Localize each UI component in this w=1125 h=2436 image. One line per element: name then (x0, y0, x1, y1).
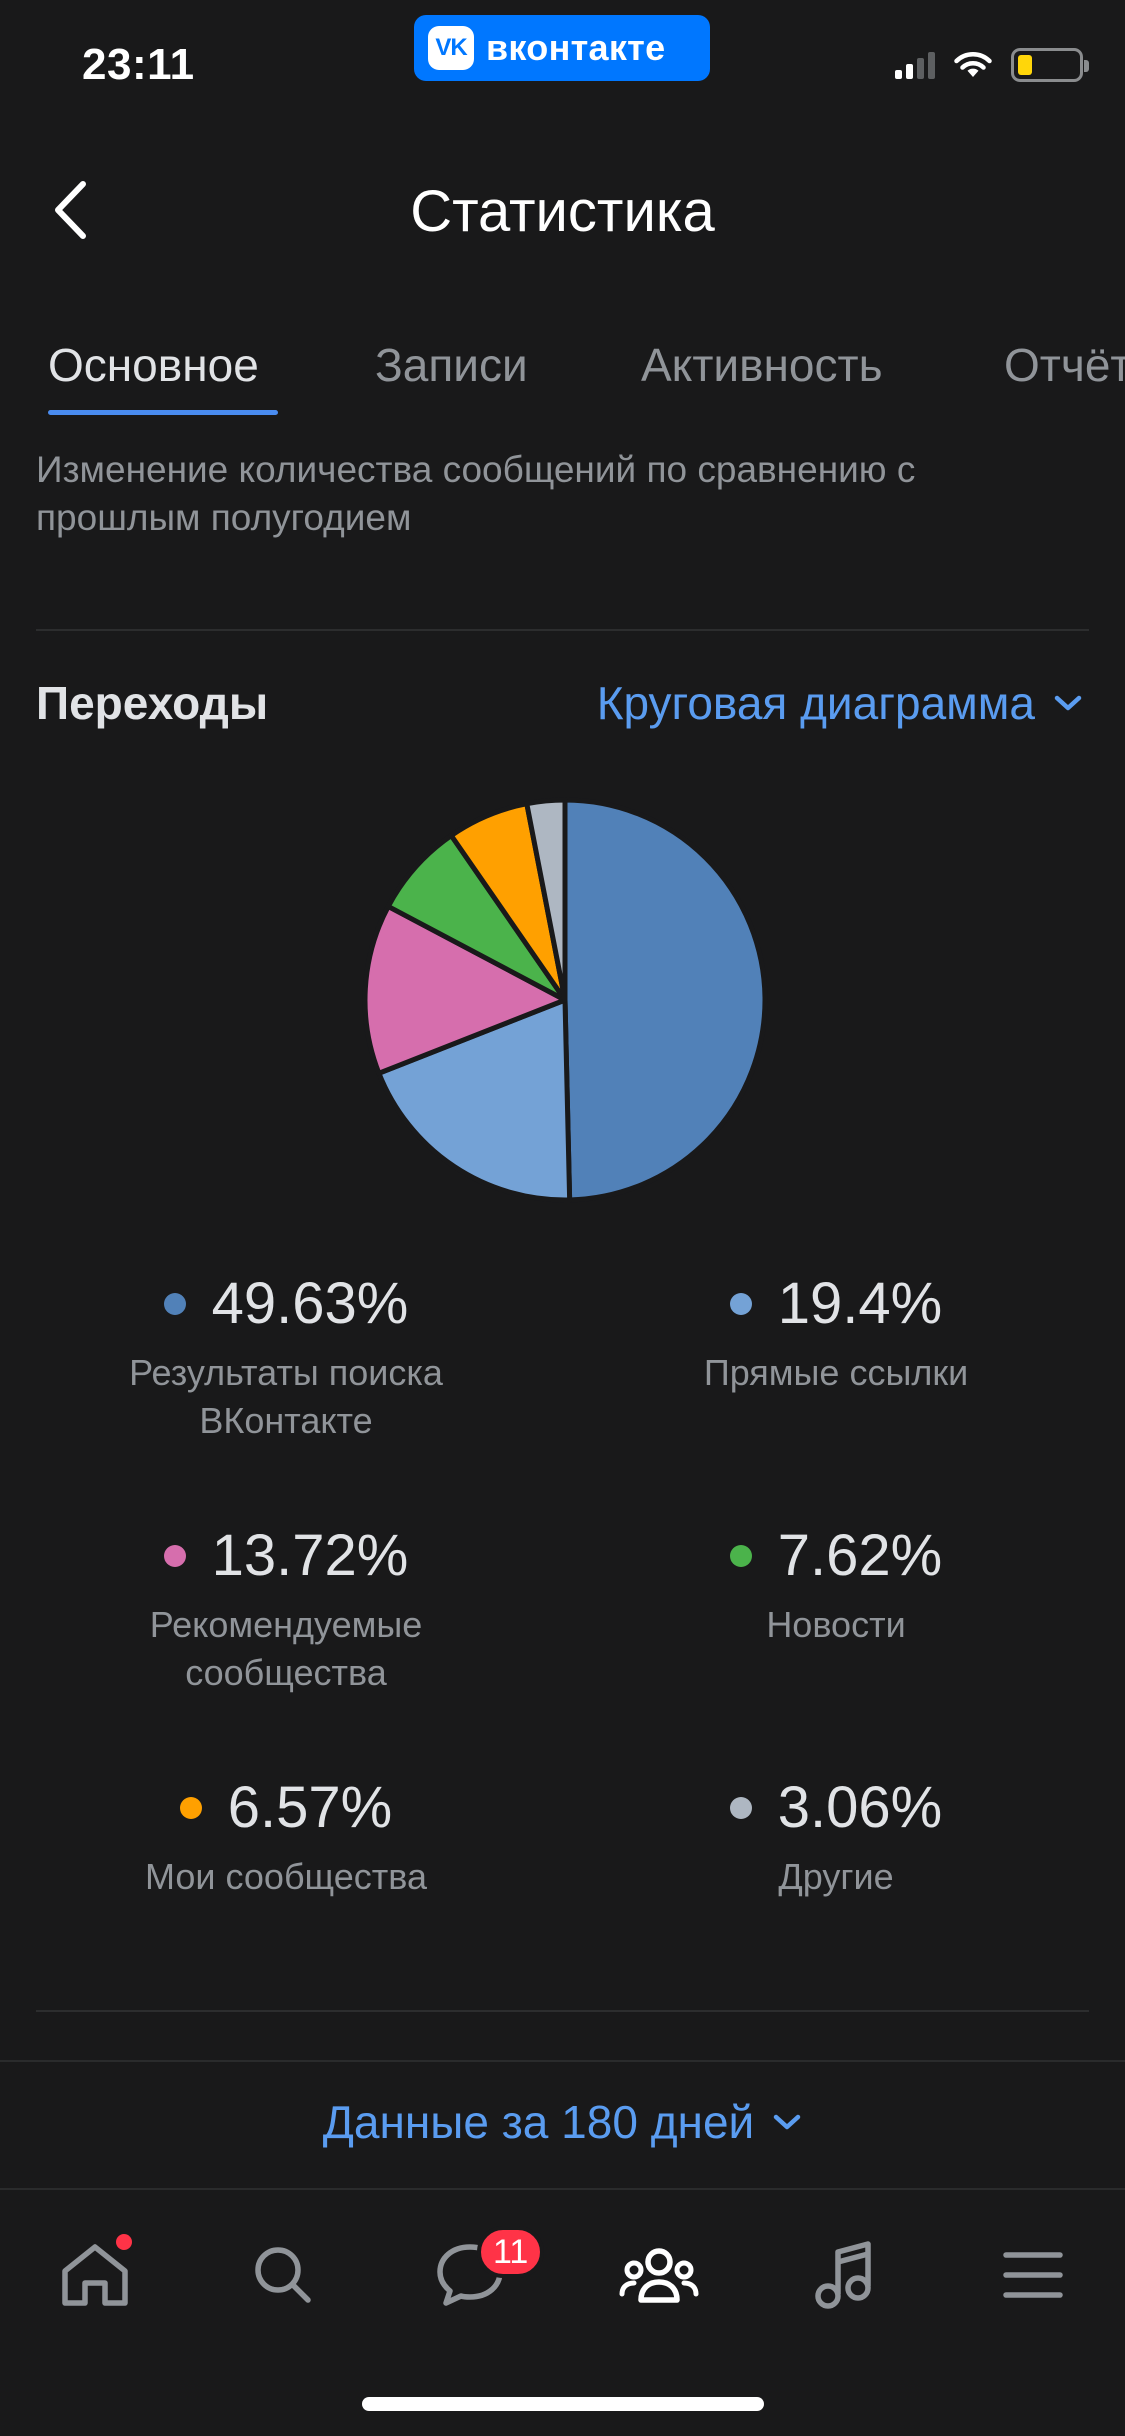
status-time: 23:11 (82, 40, 195, 89)
page-title: Статистика (410, 179, 715, 244)
active-tab-indicator (48, 410, 278, 415)
legend-dot (163, 1544, 186, 1567)
notification-dot (116, 2234, 132, 2250)
legend-label: Прямые ссылки (703, 1352, 969, 1393)
pie-chart-container (360, 795, 770, 1205)
legend-value: 49.63% (211, 1271, 409, 1336)
legend-dot (729, 1544, 752, 1567)
chevron-down-icon (1054, 695, 1082, 711)
legend-item: 6.57% Мои сообщества (5, 1774, 567, 1901)
search-icon (255, 2247, 311, 2303)
section-divider (36, 629, 1089, 631)
pie-slice (562, 797, 768, 1203)
tab-main[interactable]: Основное (48, 339, 259, 391)
legend-item: 13.72% Рекомендуемые сообщества (5, 1522, 567, 1697)
legend-item: 19.4% Прямые ссылки (555, 1270, 1117, 1397)
period-selector[interactable]: Данные за 180 дней (0, 2095, 1125, 2149)
legend-value: 19.4% (777, 1271, 943, 1336)
tabbar-communities[interactable] (614, 2230, 704, 2320)
pie-slice (376, 997, 573, 1203)
legend-dot (729, 1796, 752, 1819)
pie-slice (524, 797, 568, 1003)
status-indicators (895, 48, 1089, 82)
legend-dot (163, 1292, 186, 1315)
vk-pill-label: вконтакте (486, 27, 666, 68)
chart-type-label: Круговая диаграмма (596, 677, 1035, 729)
legend-label: Новости (766, 1604, 906, 1645)
legend-label: Мои сообщества (144, 1856, 428, 1897)
tabbar-messages[interactable]: 11 (425, 2226, 545, 2320)
legend-dot (179, 1796, 202, 1819)
legend-value: 13.72% (211, 1523, 409, 1588)
legend-item: 7.62% Новости (555, 1522, 1117, 1649)
bottom-tab-bar: 11 (0, 2188, 1125, 2436)
unread-badge: 11 (477, 2226, 545, 2278)
home-indicator[interactable] (362, 2397, 764, 2411)
tab-reports[interactable]: Отчёты (1004, 339, 1125, 391)
legend-dot (729, 1292, 752, 1315)
home-icon (62, 2244, 128, 2306)
legend-value: 6.57% (227, 1775, 393, 1840)
legend-label: Результаты поиска ВКонтакте (129, 1352, 443, 1441)
legend-label: Другие (778, 1856, 894, 1897)
battery-icon (1011, 48, 1089, 82)
back-button[interactable] (40, 175, 100, 245)
music-icon (815, 2241, 871, 2309)
vk-logo-icon: VK (428, 26, 474, 70)
legend-value: 7.62% (777, 1523, 943, 1588)
tabbar-music[interactable] (800, 2230, 890, 2320)
communities-icon (619, 2248, 699, 2303)
legend-item: 49.63% Результаты поиска ВКонтакте (5, 1270, 567, 1445)
tab-bar-top: Основное Записи Активность Отчёты (0, 330, 1125, 420)
wifi-icon (954, 51, 992, 77)
tab-activity[interactable]: Активность (641, 339, 883, 391)
cellular-signal-icon (895, 51, 935, 79)
pie-chart (362, 797, 768, 1203)
chevron-down-icon (773, 2114, 801, 2130)
legend-item: 3.06% Другие (555, 1774, 1117, 1901)
chart-type-selector[interactable]: Круговая диаграмма (597, 676, 1083, 730)
tabbar-home[interactable] (50, 2230, 140, 2320)
tabbar-menu[interactable] (988, 2230, 1078, 2320)
section-divider (36, 2010, 1089, 2012)
chevron-left-icon (55, 181, 86, 239)
footer-divider (0, 2060, 1125, 2062)
vk-app-pill[interactable]: VK вконтакте (414, 15, 710, 81)
period-label: Данные за 180 дней (322, 2096, 755, 2148)
menu-icon (1003, 2252, 1063, 2298)
tabbar-search[interactable] (238, 2230, 328, 2320)
section-title: Переходы (36, 677, 269, 729)
stats-description: Изменение количества сообщений по сравне… (36, 449, 916, 538)
legend-label: Рекомендуемые сообщества (149, 1604, 423, 1693)
pie-slice (362, 903, 568, 1076)
legend-value: 3.06% (777, 1775, 943, 1840)
tab-posts[interactable]: Записи (375, 339, 528, 391)
